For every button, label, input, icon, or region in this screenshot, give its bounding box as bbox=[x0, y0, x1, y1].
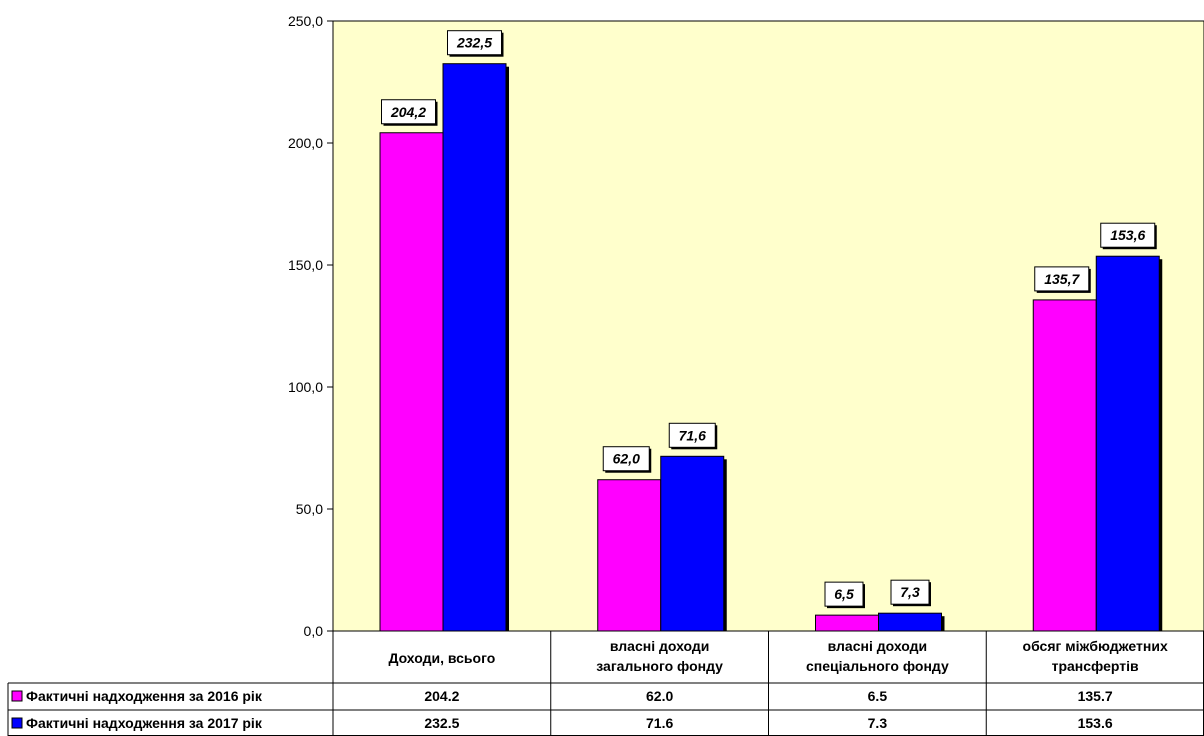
data-label: 71,6 bbox=[679, 427, 706, 443]
table-cell: 62.0 bbox=[646, 688, 673, 704]
bar bbox=[1096, 256, 1159, 631]
axis-layer: 0,0 50,0 100,0 150,0 200,0 250,0 bbox=[288, 13, 333, 639]
table-cell: 135.7 bbox=[1078, 688, 1113, 704]
category-label: спеціального фонду bbox=[806, 658, 949, 674]
data-table: Доходи, всього власні доходи загального фо… bbox=[8, 631, 1204, 736]
legend-label: Фактичні надходження за 2017 рік bbox=[26, 715, 263, 731]
category-label: власні доходи bbox=[610, 638, 710, 654]
y-tick-label: 150,0 bbox=[288, 257, 323, 273]
data-label: 153,6 bbox=[1110, 227, 1145, 243]
category-label: обсяг міжбюджетних bbox=[1023, 638, 1168, 654]
data-label: 6,5 bbox=[834, 586, 854, 602]
table-cell: 71.6 bbox=[646, 715, 673, 731]
table-cell: 204.2 bbox=[424, 688, 459, 704]
bar bbox=[443, 64, 506, 631]
category-label: трансфертів bbox=[1052, 658, 1139, 674]
bar bbox=[816, 615, 879, 631]
legend-label: Фактичні надходження за 2016 рік bbox=[26, 688, 263, 704]
data-label: 232,5 bbox=[456, 35, 492, 51]
bar bbox=[661, 456, 724, 631]
data-label: 7,3 bbox=[900, 584, 920, 600]
bar bbox=[598, 480, 661, 631]
bar bbox=[879, 613, 942, 631]
legend-key bbox=[12, 691, 22, 701]
y-tick-label: 100,0 bbox=[288, 379, 323, 395]
table-cell: 7.3 bbox=[868, 715, 888, 731]
y-tick-label: 250,0 bbox=[288, 13, 323, 29]
table-cell: 232.5 bbox=[424, 715, 459, 731]
data-label: 135,7 bbox=[1044, 271, 1080, 287]
category-label: Доходи, всього bbox=[388, 650, 495, 666]
table-cell: 153.6 bbox=[1078, 715, 1113, 731]
y-tick-label: 50,0 bbox=[296, 501, 323, 517]
table-cell: 6.5 bbox=[868, 688, 888, 704]
data-label: 204,2 bbox=[390, 104, 426, 120]
data-label: 62,0 bbox=[613, 451, 640, 467]
legend-key bbox=[12, 718, 22, 728]
bar bbox=[1033, 300, 1096, 631]
y-tick-label: 200,0 bbox=[288, 135, 323, 151]
category-label: загального фонду bbox=[596, 658, 723, 674]
bar bbox=[380, 133, 443, 631]
y-tick-label: 0,0 bbox=[304, 623, 324, 639]
category-label: власні доходи bbox=[828, 638, 928, 654]
